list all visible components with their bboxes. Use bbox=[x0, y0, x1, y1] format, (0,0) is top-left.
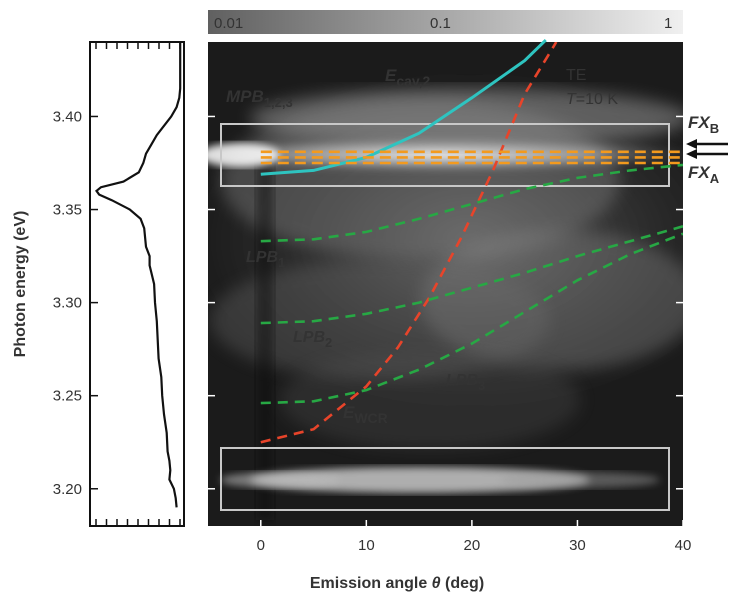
lpb3-label-main: LPB bbox=[446, 372, 478, 389]
low-energy-region-box bbox=[220, 447, 670, 511]
series-e-wcr-line bbox=[260, 42, 558, 444]
fx-markers: FXB FXA bbox=[686, 113, 728, 186]
ecav-label: Ecav,2 bbox=[385, 66, 431, 89]
fx-region-box bbox=[220, 123, 670, 187]
colorbar-gradient bbox=[208, 10, 683, 34]
colorbar-label-high: 1 bbox=[664, 15, 672, 32]
y-tick-label: 3.40 bbox=[53, 108, 82, 125]
x-axis-title-text: Emission angle bbox=[310, 575, 432, 592]
fxb-label: FXB bbox=[688, 113, 719, 136]
x-tick-label: 30 bbox=[569, 537, 586, 554]
ecav-label-sub: cav,2 bbox=[396, 73, 430, 89]
lpb2-label-sub: 2 bbox=[325, 335, 332, 350]
lpb2-label: LPB2 bbox=[293, 329, 332, 350]
polarization-label: TE bbox=[566, 67, 586, 84]
integrated-spectrum-line bbox=[94, 42, 182, 508]
lpb3-label: LPB3 bbox=[446, 372, 485, 393]
emission-map: MPB1,2,3 Ecav,2 EWCR LPB1 LPB2 LPB3 TE T… bbox=[208, 39, 683, 526]
mpb-label-main: MPB bbox=[226, 87, 264, 106]
colorbar-label-low: 0.01 bbox=[214, 15, 243, 32]
lpb1-label: LPB1 bbox=[246, 249, 285, 270]
ewcr-label-sub: WCR bbox=[354, 410, 387, 426]
y-tick-label: 3.20 bbox=[53, 481, 82, 498]
y-axis-title: Photon energy (eV) bbox=[12, 211, 29, 358]
x-tick-label: 0 bbox=[257, 537, 265, 554]
x-tick-label: 20 bbox=[464, 537, 481, 554]
lpb1-label-sub: 1 bbox=[278, 255, 285, 270]
series-lpb-1-line bbox=[260, 163, 683, 243]
fxa-arrow-head bbox=[686, 149, 697, 159]
ewcr-label-main: E bbox=[343, 403, 355, 422]
lpb2-label-main: LPB bbox=[293, 329, 325, 346]
temperature-value: =10 K bbox=[576, 91, 619, 108]
lpb3-label-sub: 3 bbox=[478, 378, 485, 393]
x-axis-title: Emission angle θ (deg) bbox=[310, 575, 484, 592]
fxa-label-main: FX bbox=[688, 163, 711, 182]
x-axis-title-unit: (deg) bbox=[441, 575, 485, 592]
x-axis: 0 10 20 30 40 bbox=[257, 520, 692, 554]
fxb-label-sub: B bbox=[710, 121, 719, 136]
temperature-symbol: T bbox=[566, 91, 577, 108]
y-axis: 3.20 3.25 3.30 3.35 3.40 bbox=[53, 108, 683, 498]
mpb-label-sub: 1,2,3 bbox=[264, 95, 293, 110]
spectrum-frame bbox=[89, 41, 185, 527]
colorbar-label-mid: 0.1 bbox=[430, 15, 451, 32]
mpb-label: MPB1,2,3 bbox=[226, 87, 293, 110]
series-e-cav-2-line bbox=[260, 39, 547, 176]
x-axis-title-symbol: θ bbox=[432, 575, 441, 592]
y-tick-label: 3.25 bbox=[53, 388, 82, 405]
colorbar: 0.01 0.1 1 bbox=[208, 10, 683, 34]
lpb1-label-main: LPB bbox=[246, 249, 278, 266]
series-lpb-3-line bbox=[260, 232, 683, 405]
fxb-label-main: FX bbox=[688, 113, 711, 132]
temperature-label: T=10 K bbox=[566, 91, 618, 108]
spectrum-panel bbox=[89, 41, 185, 527]
fxb-arrow-head bbox=[686, 139, 697, 149]
ewcr-label: EWCR bbox=[343, 403, 388, 426]
x-tick-label: 40 bbox=[675, 537, 692, 554]
dispersion-curves bbox=[260, 39, 683, 444]
fxa-label: FXA bbox=[688, 163, 720, 186]
ecav-label-main: E bbox=[385, 66, 397, 85]
series-lpb-2-line bbox=[260, 225, 683, 325]
y-tick-label: 3.35 bbox=[53, 202, 82, 219]
y-tick-label: 3.30 bbox=[53, 295, 82, 312]
fxa-label-sub: A bbox=[710, 171, 720, 186]
x-tick-label: 10 bbox=[358, 537, 375, 554]
